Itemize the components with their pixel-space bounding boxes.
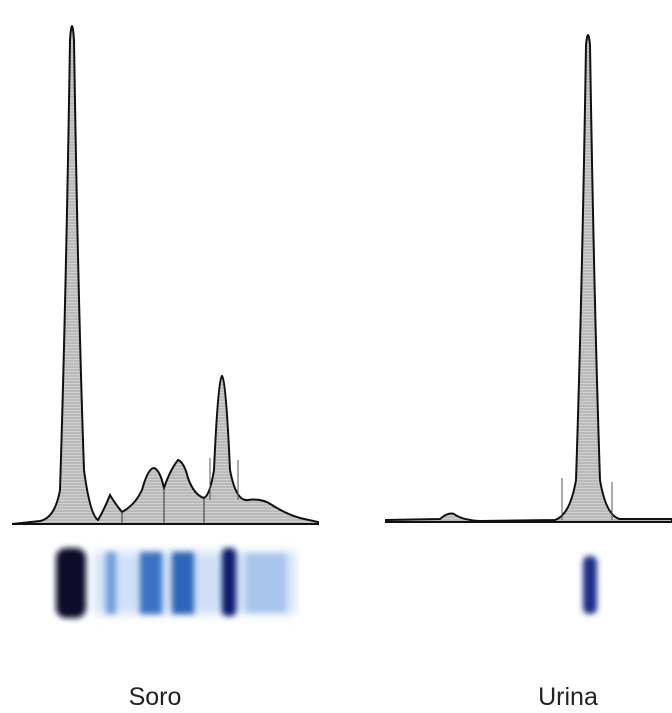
serum-curve-area: [12, 26, 318, 524]
serum-curve: [12, 26, 318, 524]
band: [246, 554, 286, 612]
panel-label: Urina: [538, 683, 598, 711]
serum-gel: [56, 548, 295, 618]
band: [172, 552, 194, 614]
urine-curve-area: [386, 35, 672, 522]
urine-gel: [583, 556, 597, 614]
urine-curve: [386, 35, 672, 522]
band: [222, 548, 236, 616]
band: [140, 552, 162, 614]
band: [56, 548, 86, 618]
band: [106, 552, 116, 614]
electrophoresis-figure: Soro Urina: [0, 0, 672, 713]
panel-label: Soro: [129, 683, 182, 711]
page: Soro Urina (() => { const data = JSON.pa…: [0, 0, 672, 713]
band: [583, 556, 597, 614]
